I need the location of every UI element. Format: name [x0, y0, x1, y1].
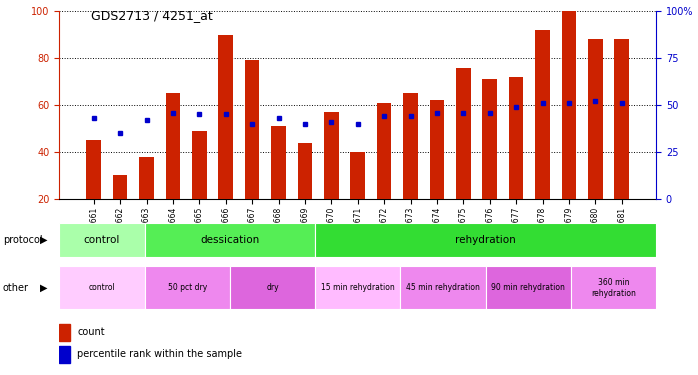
Text: dry: dry [266, 284, 279, 292]
Bar [350, 152, 365, 199]
Text: 45 min rehydration: 45 min rehydration [406, 284, 480, 292]
Bar [403, 93, 418, 199]
Text: 15 min rehydration: 15 min rehydration [321, 284, 394, 292]
Bar [272, 126, 285, 199]
Text: GDS2713 / 4251_at: GDS2713 / 4251_at [91, 9, 212, 22]
Text: ▶: ▶ [40, 235, 47, 245]
Bar [140, 157, 154, 199]
Bar [192, 131, 207, 199]
Text: 90 min rehydration: 90 min rehydration [491, 284, 565, 292]
Text: other: other [3, 283, 29, 293]
Bar [482, 79, 497, 199]
Bar [509, 77, 524, 199]
Bar [230, 266, 315, 309]
Bar [297, 142, 312, 199]
Bar [245, 60, 260, 199]
Bar [315, 266, 401, 309]
Text: rehydration: rehydration [455, 235, 516, 245]
Text: control: control [84, 235, 120, 245]
Text: protocol: protocol [3, 235, 43, 245]
Bar [87, 140, 101, 199]
Text: dessication: dessication [200, 235, 260, 245]
Bar [113, 176, 127, 199]
Bar [59, 223, 144, 257]
Bar [562, 11, 576, 199]
Bar [571, 266, 656, 309]
Text: control: control [89, 284, 115, 292]
Bar [165, 93, 180, 199]
Text: 50 pct dry: 50 pct dry [168, 284, 207, 292]
Text: 360 min
rehydration: 360 min rehydration [591, 278, 636, 297]
Bar [324, 112, 339, 199]
Bar [144, 266, 230, 309]
Bar [486, 266, 571, 309]
Text: percentile rank within the sample: percentile rank within the sample [77, 350, 242, 359]
Bar [59, 346, 70, 363]
Bar [377, 103, 392, 199]
Bar [588, 39, 602, 199]
Bar [144, 223, 315, 257]
Bar [430, 100, 444, 199]
Bar [614, 39, 629, 199]
Bar [401, 266, 486, 309]
Bar [218, 35, 233, 199]
Bar [59, 266, 144, 309]
Bar [59, 324, 70, 340]
Text: ▶: ▶ [40, 283, 47, 293]
Bar [535, 30, 550, 199]
Bar [456, 68, 470, 199]
Text: count: count [77, 327, 105, 338]
Bar [315, 223, 656, 257]
